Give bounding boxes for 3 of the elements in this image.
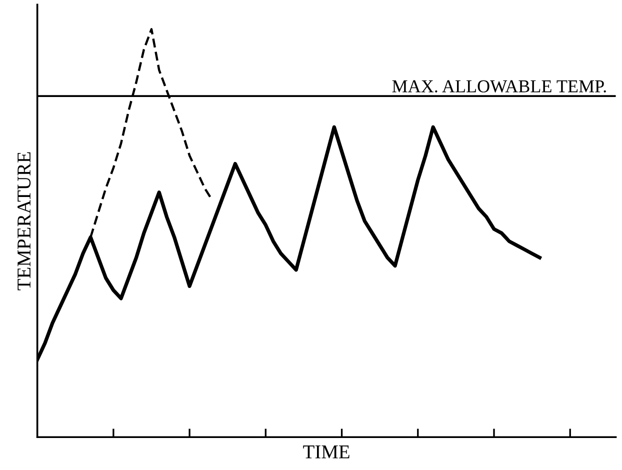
y-axis-title: TEMPERATURE bbox=[18, 152, 31, 290]
ref-line-label: MAX. ALLOWABLE TEMP. bbox=[392, 80, 606, 93]
x-axis-title: TIME bbox=[303, 446, 350, 458]
